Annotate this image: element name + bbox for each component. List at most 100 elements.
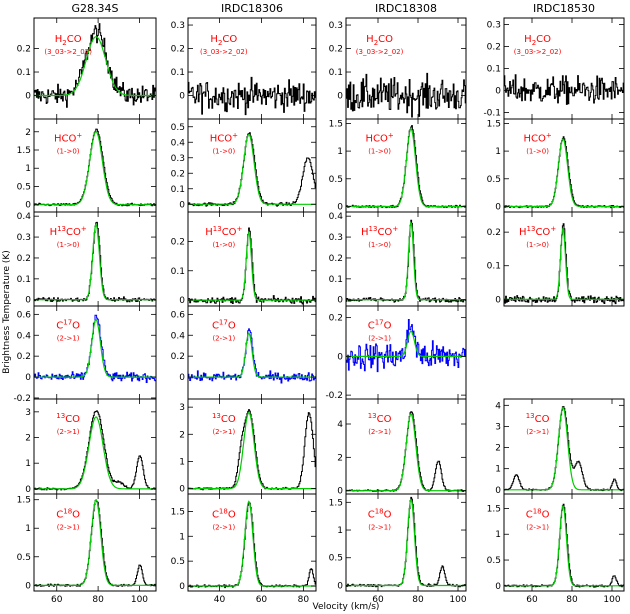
y-tick-label: 0.3 bbox=[329, 21, 343, 31]
y-tick-label: 0.2 bbox=[329, 254, 343, 264]
y-tick-label: 1.5 bbox=[487, 504, 501, 514]
y-tick-label: -0.2 bbox=[325, 391, 343, 401]
gaussian-fit bbox=[346, 498, 466, 587]
observed-spectrum bbox=[346, 496, 466, 588]
y-tick-label: 1 bbox=[337, 147, 343, 157]
spectrum-panel: 0.3 0.2 0.1 0 -0.1 H2CO(3_03->2_02) bbox=[483, 17, 625, 120]
y-tick-label: 0.5 bbox=[171, 123, 185, 133]
molecule-label: H2CO bbox=[366, 34, 393, 47]
panel-frame bbox=[345, 493, 467, 592]
x-tick-label: 60 bbox=[256, 595, 268, 605]
y-tick-label: 2 bbox=[25, 128, 31, 138]
panel-frame bbox=[33, 493, 157, 592]
molecule-label: 13CO bbox=[526, 412, 550, 425]
y-tick-label: 0.1 bbox=[171, 185, 185, 195]
panel-frame bbox=[187, 493, 317, 592]
y-tick-label: 0.6 bbox=[171, 310, 186, 320]
y-tick-label: 0.3 bbox=[487, 21, 501, 31]
molecule-label: 13CO bbox=[368, 412, 392, 425]
gaussian-fit bbox=[188, 230, 316, 301]
panel-frame bbox=[33, 17, 157, 120]
transition-label: (2->1) bbox=[368, 428, 391, 436]
x-tick-label: 100 bbox=[131, 595, 148, 605]
molecule-label: 13CO bbox=[56, 412, 80, 425]
y-tick-label: 1 bbox=[495, 530, 501, 540]
spectrum-panel: 1.5 1 0.5 0 C18O (2->1) bbox=[487, 493, 625, 592]
gaussian-fit bbox=[34, 318, 156, 378]
x-tick-label: 80 bbox=[412, 595, 424, 605]
transition-label: (1->0) bbox=[526, 148, 549, 156]
molecule-label: H13CO+ bbox=[50, 225, 87, 238]
transition-label: (2->1) bbox=[368, 523, 391, 531]
transition-label: (1->0) bbox=[57, 148, 80, 156]
transition-label: (2->1) bbox=[212, 335, 235, 343]
y-tick-label: 0.2 bbox=[171, 45, 185, 55]
y-tick-label: 0.2 bbox=[487, 43, 501, 53]
y-tick-label: 1 bbox=[25, 164, 31, 174]
y-tick-label: 0 bbox=[337, 92, 343, 102]
transition-label: (3_03->2_02) bbox=[514, 48, 562, 56]
x-tick-label: 80 bbox=[92, 595, 104, 605]
molecule-label: C17O bbox=[368, 319, 392, 332]
y-tick-label: 0 bbox=[495, 486, 501, 496]
panel-frame bbox=[187, 398, 317, 495]
molecule-label: C18O bbox=[56, 507, 80, 520]
y-tick-label: 0.3 bbox=[171, 21, 185, 31]
molecule-label: HCO+ bbox=[365, 132, 393, 145]
y-tick-label: 0.5 bbox=[17, 182, 31, 192]
transition-label: (3_03->2_02) bbox=[200, 48, 248, 56]
transition-label: (2->1) bbox=[526, 428, 549, 436]
spectrum-panel: 0.6 0.4 0.2 0 -0.2 C17O (2->1) bbox=[13, 305, 157, 404]
y-tick-label: 0 bbox=[179, 582, 185, 592]
y-tick-label: 2 bbox=[25, 434, 31, 444]
transition-label: (1->0) bbox=[368, 148, 391, 156]
y-tick-label: 0.2 bbox=[17, 45, 31, 55]
x-tick-labels: 60 80 100 40 60 80 60 80 100 60 80 100 bbox=[51, 595, 621, 605]
panel-frame bbox=[503, 211, 625, 307]
x-tick-label: 100 bbox=[449, 595, 466, 605]
y-tick-label: 3 bbox=[179, 403, 185, 413]
source-titles: G28.34S IRDC18306 IRDC18308 IRDC18530 bbox=[72, 2, 596, 15]
molecule-label: H2CO bbox=[55, 34, 82, 47]
gaussian-fit bbox=[504, 406, 624, 491]
x-tick-label: 80 bbox=[566, 595, 578, 605]
molecule-label: H13CO+ bbox=[519, 225, 556, 238]
observed-spectrum bbox=[346, 319, 466, 373]
spectrum-panel: 0.2 0.1 0 H13CO+ (1->0) bbox=[487, 211, 625, 307]
y-tick-label: 1.5 bbox=[17, 146, 31, 156]
y-tick-label: 0.6 bbox=[17, 310, 32, 320]
y-tick-label: 3 bbox=[25, 408, 31, 418]
y-tick-label: 0 bbox=[25, 373, 31, 383]
molecule-label: H2CO bbox=[210, 34, 237, 47]
gaussian-fit bbox=[504, 505, 624, 587]
y-tick-label: 0.3 bbox=[171, 154, 185, 164]
transition-label: (2->1) bbox=[57, 523, 80, 531]
y-tick-label: 0 bbox=[179, 373, 185, 383]
spectrum-panel: 3 2 1 0 13CO (2->1) bbox=[179, 398, 317, 495]
y-tick-label: 0 bbox=[337, 581, 343, 591]
y-tick-label: 1 bbox=[495, 147, 501, 157]
y-tick-label: 2 bbox=[179, 430, 185, 440]
y-tick-label: 0.4 bbox=[17, 212, 32, 222]
y-tick-label: 0.2 bbox=[171, 352, 185, 362]
spectrum-panel: 0.3 0.2 0.1 0 H2CO(3_03->2_02) bbox=[329, 17, 467, 120]
transition-label: (2->1) bbox=[57, 335, 80, 343]
transition-label: (2->1) bbox=[57, 428, 80, 436]
y-tick-label: 0.1 bbox=[171, 267, 185, 277]
observed-spectrum bbox=[188, 328, 316, 384]
y-tick-label: 0.4 bbox=[329, 212, 344, 222]
spectrum-panel: 4 2 0 13CO (2->1) bbox=[337, 398, 467, 497]
gaussian-fit bbox=[346, 221, 466, 301]
panel-frame bbox=[503, 118, 625, 213]
y-tick-label: 0.2 bbox=[171, 237, 185, 247]
observed-spectrum bbox=[504, 136, 624, 209]
y-tick-label: 1 bbox=[337, 526, 343, 536]
y-tick-label: 0.2 bbox=[329, 45, 343, 55]
y-tick-label: 0.4 bbox=[17, 331, 32, 341]
y-tick-label: 1.5 bbox=[329, 119, 343, 129]
y-tick-label: 0 bbox=[25, 485, 31, 495]
y-tick-label: 1 bbox=[25, 459, 31, 469]
gaussian-fit bbox=[188, 500, 316, 587]
observed-spectrum bbox=[504, 223, 624, 305]
y-tick-label: 0 bbox=[25, 581, 31, 591]
